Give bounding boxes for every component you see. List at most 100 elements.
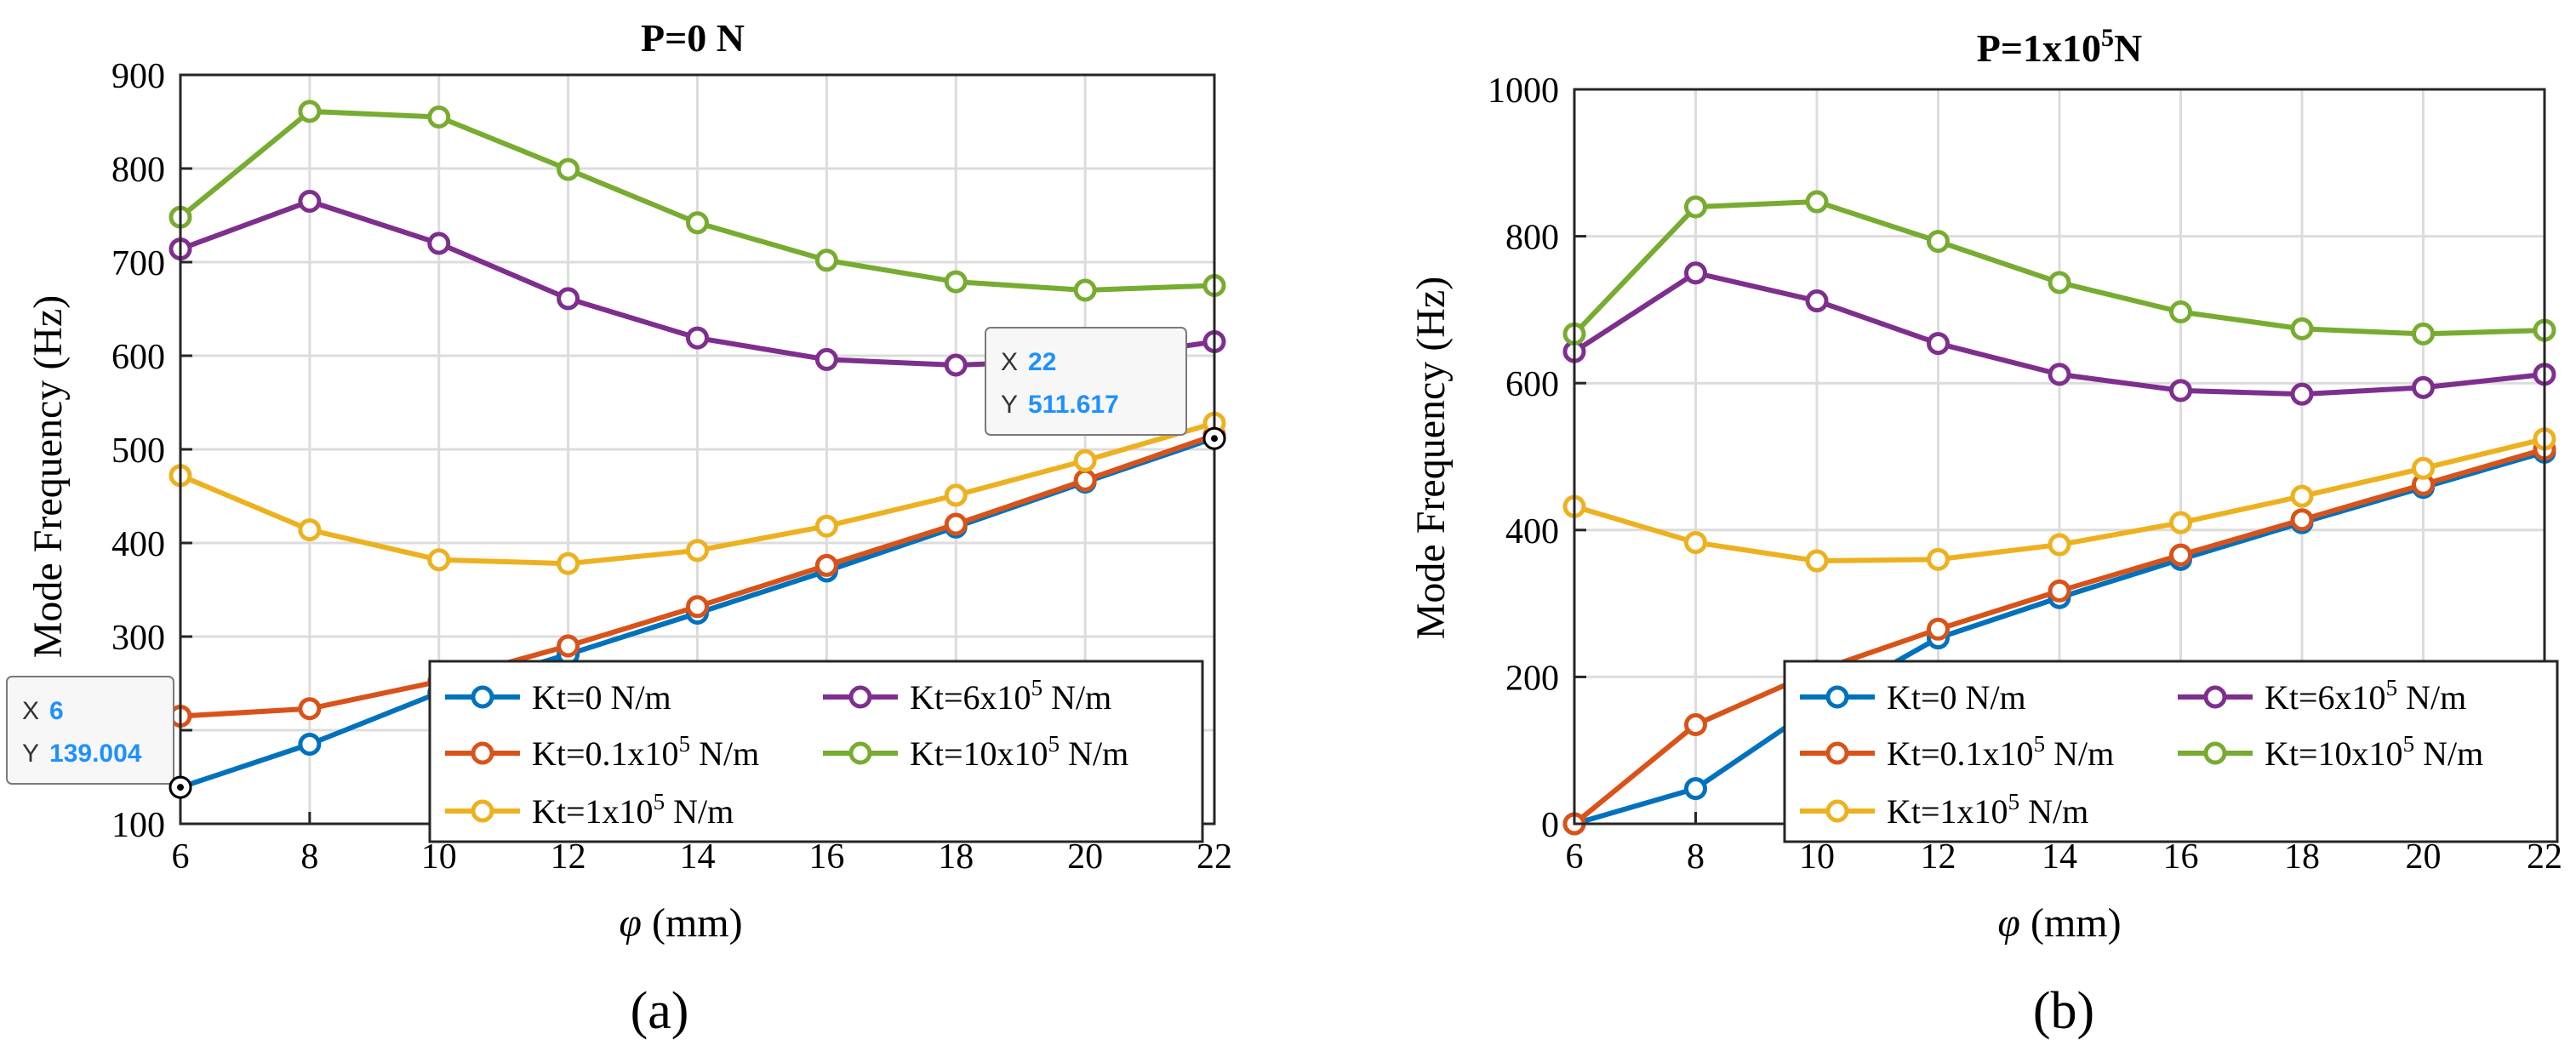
- data-point: [2048, 579, 2071, 603]
- data-point: [814, 553, 838, 577]
- data-point: [1684, 712, 1707, 736]
- legend-entry-kt-1x105: Kt=1x105 N/m: [1800, 789, 2088, 831]
- legend-label: Kt=6x105 N/m: [910, 675, 1111, 717]
- x-tick-label: 14: [2042, 837, 2077, 877]
- legend-label-superscript: 5: [2386, 675, 2398, 700]
- datatip: X 6Y 139.004: [6, 676, 192, 799]
- legend-label-base: Kt=0.1x10: [1887, 734, 2034, 773]
- x-axis-units: (mm): [642, 900, 743, 946]
- data-point: [1073, 449, 1097, 472]
- legend-label-superscript: 5: [2034, 731, 2046, 757]
- x-tick-label: 16: [2163, 837, 2199, 877]
- datatip-anchor-dot: [177, 784, 184, 791]
- legend-label-base: Kt=10x10: [2265, 734, 2403, 773]
- legend-swatch-marker: [471, 741, 494, 765]
- data-point: [2169, 511, 2192, 534]
- data-point: [557, 634, 580, 658]
- data-point: [1684, 777, 1707, 801]
- datatip-y-row: Y 139.004: [22, 740, 142, 768]
- y-tick-label: 800: [111, 151, 165, 190]
- datatip-x-label: X: [1001, 348, 1018, 376]
- datatip-y-row: Y 511.617: [1001, 391, 1119, 419]
- y-tick-label: 0: [1541, 806, 1559, 845]
- datatip-box: [985, 327, 1187, 436]
- data-point: [298, 100, 322, 123]
- legend-swatch-marker: [1825, 685, 1849, 709]
- data-point: [814, 347, 838, 371]
- data-point: [2290, 382, 2314, 406]
- legend-swatch-marker: [848, 741, 872, 765]
- y-tick-label: 200: [1505, 659, 1559, 698]
- panel-caption-letter: b: [2051, 982, 2077, 1040]
- legend-label: Kt=0 N/m: [532, 678, 671, 717]
- legend-swatch-marker: [1825, 741, 1849, 765]
- legend-label: Kt=0.1x105 N/m: [1887, 731, 2114, 773]
- x-tick-label: 20: [2406, 837, 2442, 877]
- data-point: [557, 551, 580, 575]
- x-axis-symbol: φ: [1997, 900, 2020, 946]
- x-axis-units: (mm): [2020, 900, 2122, 946]
- data-point: [1927, 332, 1950, 356]
- legend-entry-kt-0-n-m: Kt=0 N/m: [1800, 678, 2026, 717]
- legend-entry-kt-0-1x105: Kt=0.1x105 N/m: [1800, 731, 2114, 773]
- legend-label-superscript: 5: [2403, 731, 2415, 757]
- data-point: [686, 326, 709, 350]
- x-tick-label: 22: [2527, 837, 2562, 877]
- x-tick-label: 8: [1687, 837, 1705, 877]
- panel-caption: (a): [631, 982, 689, 1040]
- data-point: [814, 514, 838, 538]
- legend-swatch-marker: [471, 799, 494, 823]
- legend-entry-kt-0-n-m: Kt=0 N/m: [445, 678, 671, 717]
- data-point: [298, 190, 322, 213]
- y-tick-label: 900: [111, 57, 165, 96]
- legend-swatch-marker: [1825, 799, 1849, 823]
- data-point: [2290, 317, 2314, 340]
- legend-label-base: Kt=6x10: [910, 678, 1031, 717]
- x-axis-symbol: φ: [619, 900, 642, 946]
- legend-label: Kt=1x105 N/m: [532, 789, 734, 831]
- data-point: [686, 539, 709, 563]
- x-tick-label: 22: [1197, 837, 1232, 877]
- y-tick-label: 700: [111, 244, 165, 283]
- data-point: [1684, 261, 1707, 285]
- datatip-y-value: 139.004: [49, 740, 142, 768]
- x-tick-label: 18: [2284, 837, 2320, 877]
- y-tick-label: 500: [111, 431, 165, 471]
- data-point: [2169, 300, 2192, 323]
- y-tick-label: 600: [1505, 365, 1559, 404]
- legend: Kt=0 N/mKt=0.1x105 N/mKt=1x105 N/mKt=6x1…: [428, 660, 1204, 843]
- x-tick-label: 20: [1067, 837, 1103, 877]
- legend-swatch-marker: [848, 685, 872, 709]
- datatip-x-value: 6: [49, 697, 64, 725]
- datatip-y-label: Y: [1001, 391, 1018, 419]
- data-point: [2290, 508, 2314, 532]
- chart-title-superscript: 5: [2101, 24, 2114, 52]
- data-point: [1073, 468, 1097, 492]
- legend-label: Kt=10x105 N/m: [910, 731, 1128, 773]
- y-tick-label: 100: [111, 806, 165, 845]
- data-point: [427, 106, 451, 129]
- data-point: [1927, 617, 1950, 641]
- y-tick-label: 400: [111, 525, 165, 564]
- legend-label-tail: N/m: [1042, 678, 1111, 717]
- data-point: [2412, 456, 2435, 480]
- data-point: [2290, 484, 2314, 508]
- data-point: [1805, 289, 1829, 313]
- legend-label-tail: N/m: [665, 792, 734, 831]
- y-tick-label: 600: [111, 338, 165, 377]
- y-tick-label: 800: [1505, 219, 1559, 258]
- series-kt-10x105: [168, 100, 1226, 302]
- data-point: [1927, 547, 1950, 571]
- data-point: [1805, 190, 1829, 214]
- data-point: [1805, 549, 1829, 573]
- legend-label-superscript: 5: [679, 731, 691, 757]
- legend-box: [428, 660, 1204, 843]
- legend-label-base: Kt=0 N/m: [532, 678, 671, 717]
- panel-caption-letter: a: [648, 982, 671, 1040]
- legend-label-superscript: 5: [2008, 789, 2020, 814]
- legend: Kt=0 N/mKt=0.1x105 N/mKt=1x105 N/mKt=6x1…: [1783, 660, 2559, 843]
- legend-label-base: Kt=0 N/m: [1887, 678, 2026, 717]
- data-point: [557, 287, 580, 311]
- legend-swatch-marker: [471, 685, 494, 709]
